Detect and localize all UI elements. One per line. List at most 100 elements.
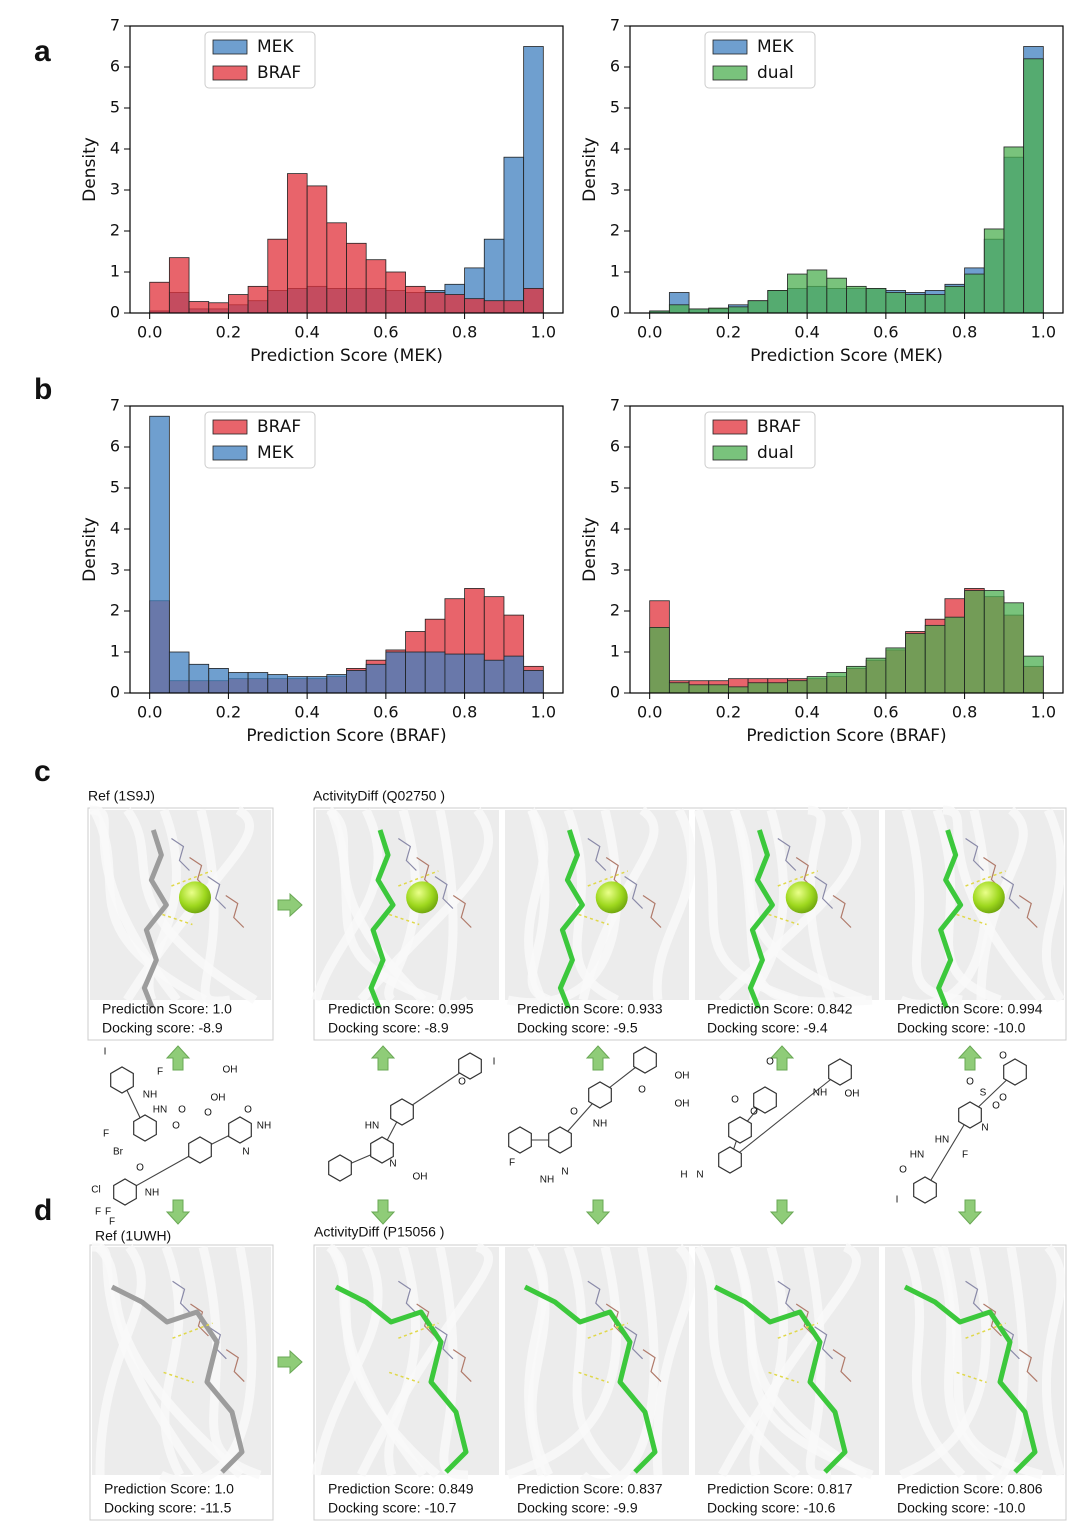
histogram-bar bbox=[1003, 146, 1025, 314]
atom-label: F bbox=[157, 1067, 163, 1078]
molecule-ring bbox=[458, 1052, 482, 1080]
atom-label: O bbox=[244, 1105, 252, 1116]
h-bonds bbox=[388, 870, 439, 926]
ribbon bbox=[1042, 1244, 1066, 1477]
y-tick-label: 0 bbox=[110, 303, 120, 322]
legend-swatch bbox=[712, 445, 748, 461]
y-tick-label: 4 bbox=[110, 139, 120, 158]
atom-label: O bbox=[458, 1077, 466, 1088]
y-tick-label: 6 bbox=[610, 437, 620, 456]
prediction-score: Prediction Score: 0.817 bbox=[707, 1481, 853, 1497]
histogram-bar bbox=[1003, 602, 1025, 694]
ribbons bbox=[89, 805, 258, 1006]
x-tick-label: 0.0 bbox=[137, 323, 162, 342]
histogram-bar bbox=[964, 590, 985, 694]
x-tick-label: 0.6 bbox=[373, 703, 398, 722]
plot-frame bbox=[129, 405, 564, 694]
molecule-ring bbox=[110, 1066, 134, 1094]
x-tick-label: 0.8 bbox=[452, 323, 477, 342]
docking-score: Docking score: -10.0 bbox=[897, 1020, 1026, 1036]
arrow bbox=[957, 1199, 983, 1225]
ribbon bbox=[899, 808, 991, 1009]
atom-label: O bbox=[750, 1107, 758, 1118]
y-tick-label: 1 bbox=[110, 642, 120, 661]
panel-label: a bbox=[34, 35, 51, 68]
residue bbox=[832, 895, 852, 928]
ribbon bbox=[1041, 808, 1066, 1003]
prediction-score: Prediction Score: 1.0 bbox=[104, 1481, 234, 1497]
ribbon bbox=[805, 805, 836, 1002]
ref-title: Ref (1UWH) bbox=[95, 1228, 171, 1244]
ribbon bbox=[144, 808, 181, 1002]
arrow bbox=[957, 1045, 983, 1071]
legend-label: dual bbox=[757, 63, 794, 83]
ribbon bbox=[326, 808, 439, 1005]
docking-score: Docking score: -9.5 bbox=[517, 1020, 638, 1036]
y-tick-label: 2 bbox=[610, 601, 620, 620]
molecule-ring bbox=[370, 1136, 394, 1164]
y-tick-label: 4 bbox=[610, 519, 620, 538]
y-tick-label: 6 bbox=[110, 57, 120, 76]
residue bbox=[642, 895, 662, 928]
arrow bbox=[165, 1199, 191, 1225]
ribbon bbox=[506, 1245, 622, 1480]
atom-label: NH bbox=[813, 1088, 827, 1099]
y-tick-label: 3 bbox=[110, 560, 120, 579]
metal-ion bbox=[785, 881, 818, 914]
ribbon bbox=[159, 1246, 257, 1486]
histogram-bar bbox=[503, 300, 525, 314]
atom-label: O bbox=[992, 1101, 1000, 1112]
residue bbox=[587, 838, 607, 871]
histogram-bar bbox=[806, 676, 828, 694]
histogram-bar bbox=[747, 682, 769, 694]
gen-title: ActivityDiff (P15056 ) bbox=[314, 1224, 444, 1240]
legend-label: BRAF bbox=[257, 417, 301, 437]
molecule-ring bbox=[718, 1146, 742, 1174]
histogram-bar bbox=[424, 651, 446, 694]
x-axis-label: Prediction Score (BRAF) bbox=[246, 726, 446, 746]
ribbon bbox=[693, 808, 799, 1005]
ribbon bbox=[435, 1246, 469, 1480]
x-tick-label: 0.6 bbox=[873, 323, 898, 342]
ribbons bbox=[506, 1243, 696, 1488]
arrow bbox=[370, 1045, 396, 1071]
metal-ion bbox=[406, 881, 439, 914]
prediction-score: Prediction Score: 0.842 bbox=[707, 1001, 853, 1017]
y-tick-label: 4 bbox=[110, 519, 120, 538]
histogram-bar bbox=[846, 285, 867, 314]
histogram-bar bbox=[944, 616, 965, 694]
atom-label: HN bbox=[935, 1135, 949, 1146]
docking-score: Docking score: -11.5 bbox=[104, 1500, 232, 1516]
docking-score: Docking score: -9.9 bbox=[517, 1500, 638, 1516]
atom-label: O bbox=[966, 1077, 974, 1088]
histogram-bar bbox=[846, 665, 867, 694]
atom-label: I bbox=[896, 1195, 899, 1206]
atom-label: NH bbox=[143, 1090, 157, 1101]
x-tick-label: 0.4 bbox=[794, 703, 819, 722]
molecule-ring bbox=[633, 1046, 657, 1074]
ribbon bbox=[327, 1244, 441, 1479]
legend-label: dual bbox=[757, 443, 794, 463]
residue bbox=[587, 1280, 607, 1314]
atom-label: O bbox=[570, 1107, 578, 1118]
ribbon bbox=[942, 805, 1046, 1003]
histogram-bar bbox=[444, 294, 465, 314]
atom-label: F bbox=[509, 1158, 515, 1169]
molecule-ring bbox=[753, 1086, 777, 1114]
histogram-bar bbox=[464, 298, 485, 314]
h-bonds bbox=[956, 870, 1006, 926]
gen-title: ActivityDiff (Q02750 ) bbox=[313, 788, 445, 804]
histogram-bar bbox=[668, 304, 690, 314]
metal-ion bbox=[595, 881, 628, 914]
histogram-bar bbox=[247, 285, 269, 314]
molecule-ring bbox=[828, 1058, 852, 1086]
molecule-bonds bbox=[520, 1059, 646, 1141]
y-tick-label: 7 bbox=[610, 16, 620, 35]
histogram-bar bbox=[728, 686, 749, 694]
y-tick-label: 7 bbox=[110, 16, 120, 35]
ribbons bbox=[899, 1244, 1066, 1491]
y-tick-label: 6 bbox=[110, 437, 120, 456]
atom-label: OH bbox=[675, 1071, 690, 1082]
atom-label: OH bbox=[223, 1065, 238, 1076]
h-bonds bbox=[162, 870, 212, 926]
